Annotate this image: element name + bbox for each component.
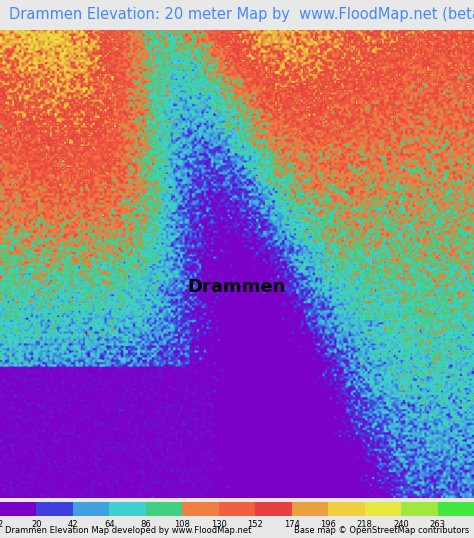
FancyBboxPatch shape xyxy=(219,502,255,516)
Text: 20: 20 xyxy=(31,520,42,529)
FancyBboxPatch shape xyxy=(36,502,73,516)
Text: 108: 108 xyxy=(174,520,190,529)
Text: Drammen Elevation Map developed by www.FloodMap.net: Drammen Elevation Map developed by www.F… xyxy=(5,526,251,535)
FancyBboxPatch shape xyxy=(292,502,328,516)
Text: 64: 64 xyxy=(104,520,115,529)
Text: 152: 152 xyxy=(247,520,263,529)
Text: 263: 263 xyxy=(429,520,446,529)
Text: -2: -2 xyxy=(0,520,4,529)
FancyBboxPatch shape xyxy=(109,502,146,516)
Text: 218: 218 xyxy=(356,520,373,529)
FancyBboxPatch shape xyxy=(438,502,474,516)
Text: 42: 42 xyxy=(68,520,78,529)
FancyBboxPatch shape xyxy=(146,502,182,516)
FancyBboxPatch shape xyxy=(182,502,219,516)
FancyBboxPatch shape xyxy=(0,502,36,516)
Text: 240: 240 xyxy=(393,520,409,529)
FancyBboxPatch shape xyxy=(255,502,292,516)
Text: Drammen: Drammen xyxy=(188,278,286,296)
Text: 86: 86 xyxy=(140,520,151,529)
FancyBboxPatch shape xyxy=(328,502,365,516)
Text: Base map © OpenStreetMap contributors: Base map © OpenStreetMap contributors xyxy=(294,526,469,535)
Text: 196: 196 xyxy=(320,520,336,529)
FancyBboxPatch shape xyxy=(365,502,401,516)
Text: Drammen Elevation: 20 meter Map by  www.FloodMap.net (beta): Drammen Elevation: 20 meter Map by www.F… xyxy=(9,8,474,22)
Text: 130: 130 xyxy=(211,520,227,529)
FancyBboxPatch shape xyxy=(73,502,109,516)
Text: 174: 174 xyxy=(284,520,300,529)
FancyBboxPatch shape xyxy=(401,502,438,516)
